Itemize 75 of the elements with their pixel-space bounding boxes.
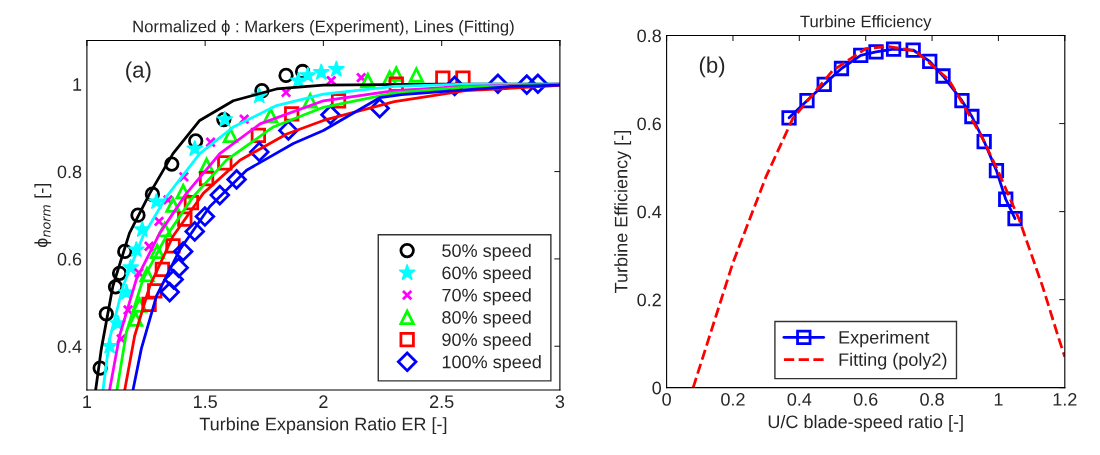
point <box>249 141 270 163</box>
x-tick-label: 1.5 <box>193 395 217 409</box>
y-tick-label: 0.8 <box>637 29 661 43</box>
legend-label: 70% speed <box>442 288 531 306</box>
point <box>144 186 161 202</box>
x-tick-label: 1.2 <box>1053 393 1077 406</box>
point <box>111 265 128 281</box>
point <box>868 44 884 60</box>
x-tick-label: 0.4 <box>787 393 812 406</box>
legend-label: 90% speed <box>442 332 531 350</box>
point <box>184 221 205 242</box>
x-tick-label: 0.2 <box>721 393 745 406</box>
point <box>163 269 184 290</box>
point <box>143 240 155 252</box>
x-axis-title: Turbine Expansion Ratio ER [-] <box>199 417 447 435</box>
x-tick-label: 2 <box>319 395 328 408</box>
point <box>935 68 951 84</box>
point <box>147 192 166 210</box>
point <box>299 66 317 83</box>
point <box>1007 210 1023 227</box>
point <box>209 184 231 206</box>
point <box>98 306 114 322</box>
point <box>254 83 270 99</box>
x-tick-label: 0.8 <box>920 393 944 406</box>
point <box>205 136 217 148</box>
point <box>164 156 180 172</box>
chart-title: Turbine Efficiency <box>800 15 932 31</box>
y-axis-title: Turbine Efficiency [-] <box>614 131 632 293</box>
point <box>159 281 180 303</box>
point <box>355 72 367 84</box>
point <box>833 60 850 77</box>
legend-label: 50% speed <box>442 243 531 261</box>
legend-label: 100% speed <box>442 355 541 372</box>
point <box>168 257 189 278</box>
annotation: (b) <box>699 56 725 78</box>
point <box>226 169 247 190</box>
y-tick-label: 0.4 <box>57 340 82 353</box>
y-tick-label: 0.6 <box>637 117 661 131</box>
x-tick-label: 3 <box>555 395 565 409</box>
point <box>278 67 294 84</box>
point <box>327 60 346 77</box>
y-tick-label: 0.8 <box>57 165 82 179</box>
x-tick-label: 0.6 <box>853 393 878 406</box>
point <box>122 304 134 316</box>
x-axis-title: U/C blade-speed ratio [-] <box>768 414 963 432</box>
y-tick-label: 1 <box>73 78 82 91</box>
point <box>885 41 902 57</box>
legend-label: 80% speed <box>442 310 531 328</box>
point <box>516 74 538 95</box>
chart-title: Normalized ϕ : Markers (Experiment), Lines (Fitting) <box>133 20 514 36</box>
point <box>408 67 424 83</box>
point <box>194 206 216 227</box>
y-tick-label: 0.4 <box>637 205 662 219</box>
point <box>153 215 165 227</box>
point <box>954 93 970 109</box>
point <box>172 241 194 262</box>
point <box>133 267 145 279</box>
annotation: (a) <box>126 61 151 83</box>
y-tick-label: 0.2 <box>637 293 661 307</box>
point <box>130 207 146 223</box>
point <box>976 133 992 150</box>
y-tick-label: 0 <box>652 381 662 395</box>
point <box>781 110 797 126</box>
x-tick-label: 1 <box>83 395 92 408</box>
point <box>294 63 311 80</box>
legend-label: Fitting (poly2) <box>839 352 947 370</box>
point <box>117 243 133 260</box>
legend-label: 60% speed <box>442 266 531 283</box>
point <box>312 63 330 80</box>
x-tick-label: 1 <box>994 393 1003 406</box>
legend-label: Experiment <box>839 330 930 348</box>
y-axis-title: ϕ$_{norm}$ [-] <box>34 184 52 248</box>
x-tick-label: 2.5 <box>430 395 454 409</box>
y-tick-label: 0.6 <box>57 252 82 266</box>
x-tick-label: 0 <box>662 393 671 406</box>
